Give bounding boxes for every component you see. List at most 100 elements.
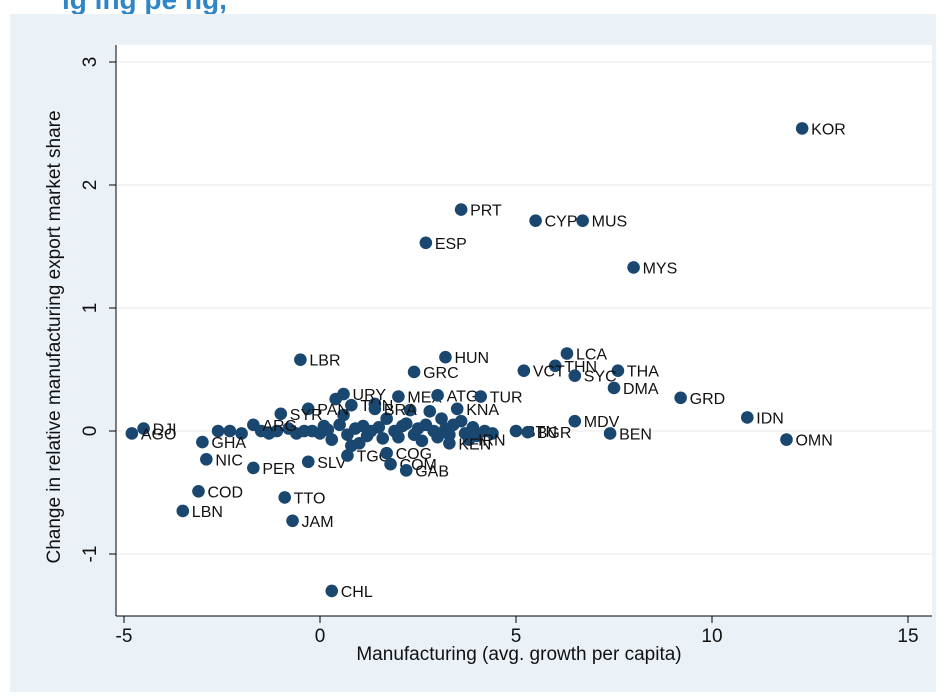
point-label: LBR: [309, 353, 340, 370]
data-point: [568, 369, 582, 382]
point-label: IRN: [478, 433, 506, 450]
data-point: [454, 414, 468, 428]
point-label: DMA: [623, 381, 659, 398]
x-tick-label: 10: [701, 626, 722, 647]
data-point: [462, 433, 476, 446]
point-label: COD: [207, 484, 243, 501]
data-point: [740, 411, 754, 424]
data-point: [337, 387, 350, 401]
data-point: [337, 408, 350, 422]
point-label: ARG: [262, 418, 297, 435]
data-point: [380, 412, 393, 426]
data-point: [419, 236, 433, 250]
data-point: [247, 461, 260, 475]
axis-ticks: -1 0 1 2 3 -5 0 5 10 15: [80, 57, 919, 647]
data-point: [196, 435, 209, 449]
data-point: [192, 484, 205, 498]
data-point: [211, 424, 225, 438]
data-point: [301, 402, 315, 416]
data-point: [450, 402, 464, 416]
data-point: [403, 403, 417, 417]
data-point: [341, 449, 354, 462]
data-point: [286, 514, 299, 528]
data-point: [521, 425, 535, 439]
data-point: [392, 390, 405, 403]
x-tick-label: -5: [116, 626, 133, 647]
point-label: COG: [396, 446, 432, 463]
point-label: PAN: [317, 402, 349, 419]
point-label: HUN: [454, 350, 489, 367]
data-point: [294, 353, 307, 366]
data-point: [407, 365, 421, 379]
data-point: [372, 421, 386, 434]
y-tick-label: 3: [80, 57, 101, 68]
y-tick-label: -1: [80, 546, 101, 563]
point-label: URY: [353, 387, 387, 404]
y-axis-title: Change in relative manufacturing export …: [44, 110, 65, 563]
data-point: [399, 464, 413, 477]
data-point: [376, 432, 390, 445]
y-tick-label: 1: [80, 303, 101, 314]
data-point: [200, 452, 213, 466]
data-point: [435, 412, 448, 426]
y-tick-label: 2: [80, 180, 101, 191]
point-label: BGR: [537, 425, 572, 442]
point-label: NIC: [215, 452, 243, 469]
data-point: [176, 504, 190, 518]
data-point: [454, 203, 468, 216]
x-tick-label: 5: [511, 626, 522, 647]
point-label: ATG: [447, 388, 479, 405]
point-label: MDV: [584, 414, 620, 431]
point-label: PER: [262, 461, 295, 478]
data-point: [474, 390, 488, 403]
point-label: MYS: [643, 260, 678, 277]
point-label: THA: [627, 364, 659, 381]
point-label: OMN: [795, 433, 832, 450]
data-point: [325, 584, 339, 598]
data-point: [325, 433, 339, 446]
point-label: AGO: [141, 426, 177, 443]
data-point: [317, 419, 331, 433]
point-label: BTN: [525, 424, 557, 441]
point-label: GRD: [690, 391, 726, 408]
point-label: BRA: [384, 402, 417, 419]
point-label: JAM: [302, 514, 334, 531]
data-point: [415, 434, 429, 448]
point-label: CHL: [341, 584, 373, 601]
scatter-chart: -1 0 1 2 3 -5 0 5 10 15 Manufacturing (avg. growt…: [44, 45, 932, 665]
data-point: [627, 261, 640, 274]
point-label: KEN: [458, 436, 491, 453]
data-point: [384, 457, 397, 471]
data-point: [517, 364, 531, 378]
data-point: [548, 359, 562, 373]
data-point: [223, 424, 237, 438]
point-label: BEN: [619, 426, 652, 443]
data-point: [399, 417, 413, 430]
point-label: GAB: [415, 463, 449, 480]
data-point: [439, 350, 452, 364]
data-point: [576, 214, 589, 227]
plot-area: [116, 45, 932, 616]
point-label: LBN: [192, 504, 223, 521]
data-point: [443, 428, 456, 441]
data-point: [247, 418, 260, 432]
chart-frame: -1 0 1 2 3 -5 0 5 10 15 Manufacturing (avg. growt…: [10, 14, 936, 692]
point-label: VCT: [533, 364, 565, 381]
data-point: [431, 389, 444, 402]
data-point: [235, 427, 248, 440]
point-label: DJI: [153, 422, 177, 439]
data-point: [431, 430, 444, 444]
point-label: LCA: [576, 347, 607, 364]
point-label: MUS: [592, 214, 628, 231]
point-label: PRT: [470, 203, 502, 220]
data-point: [278, 491, 292, 504]
point-label: KNA: [466, 402, 499, 419]
data-point: [380, 446, 393, 460]
data-point: [423, 405, 437, 418]
data-point: [270, 424, 284, 438]
data-point: [486, 427, 499, 440]
data-point: [274, 407, 288, 421]
point-label: SYR: [290, 407, 323, 424]
page-heading: ig ing pe ng,: [0, 0, 946, 18]
data-point: [333, 418, 346, 432]
